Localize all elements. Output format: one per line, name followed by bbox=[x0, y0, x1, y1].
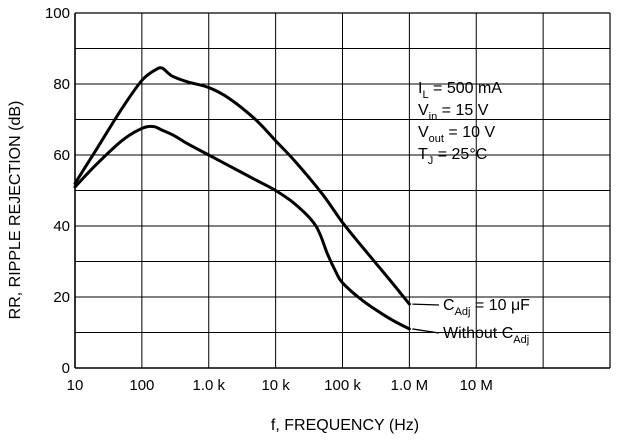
tick-labels: 0 20 40 60 80 100 10 100 1.0 k 10 k 100 k 1.0 M 10 M bbox=[45, 5, 493, 394]
x-tick-label: 100 k bbox=[324, 377, 361, 394]
condition-line: Vin = 15 V bbox=[418, 102, 489, 123]
series-pointer-line bbox=[412, 303, 440, 306]
curve-cadj-10uf bbox=[73, 66, 411, 306]
x-axis-title: f, FREQUENCY (Hz) bbox=[271, 417, 419, 434]
series-label-without-cadj: Without CAdj bbox=[443, 325, 529, 346]
grid bbox=[74, 12, 611, 369]
condition-line: IL = 500 mA bbox=[418, 80, 502, 101]
x-tick-label: 10 M bbox=[460, 377, 493, 394]
x-tick-label: 10 bbox=[67, 377, 84, 394]
y-tick-label: 100 bbox=[45, 5, 70, 22]
condition-line: TJ = 25°C bbox=[418, 146, 487, 167]
series-labels: CAdj = 10 μF Without CAdj bbox=[412, 297, 530, 346]
condition-line: Vout = 10 V bbox=[418, 124, 495, 145]
y-tick-label: 60 bbox=[53, 147, 70, 164]
x-tick-label: 1.0 M bbox=[391, 377, 429, 394]
x-tick-label: 100 bbox=[129, 377, 154, 394]
y-tick-label: 20 bbox=[53, 289, 70, 306]
curves bbox=[73, 66, 411, 331]
y-tick-label: 0 bbox=[62, 360, 70, 377]
x-tick-label: 1.0 k bbox=[192, 377, 225, 394]
y-tick-label: 40 bbox=[53, 218, 70, 235]
y-tick-label: 80 bbox=[53, 76, 70, 93]
series-pointer-line bbox=[412, 328, 440, 334]
x-tick-label: 10 k bbox=[261, 377, 290, 394]
series-label-cadj: CAdj = 10 μF bbox=[443, 297, 530, 318]
curve-without-cadj bbox=[73, 124, 411, 331]
y-axis-title: RR, RIPPLE REJECTION (dB) bbox=[7, 101, 24, 320]
